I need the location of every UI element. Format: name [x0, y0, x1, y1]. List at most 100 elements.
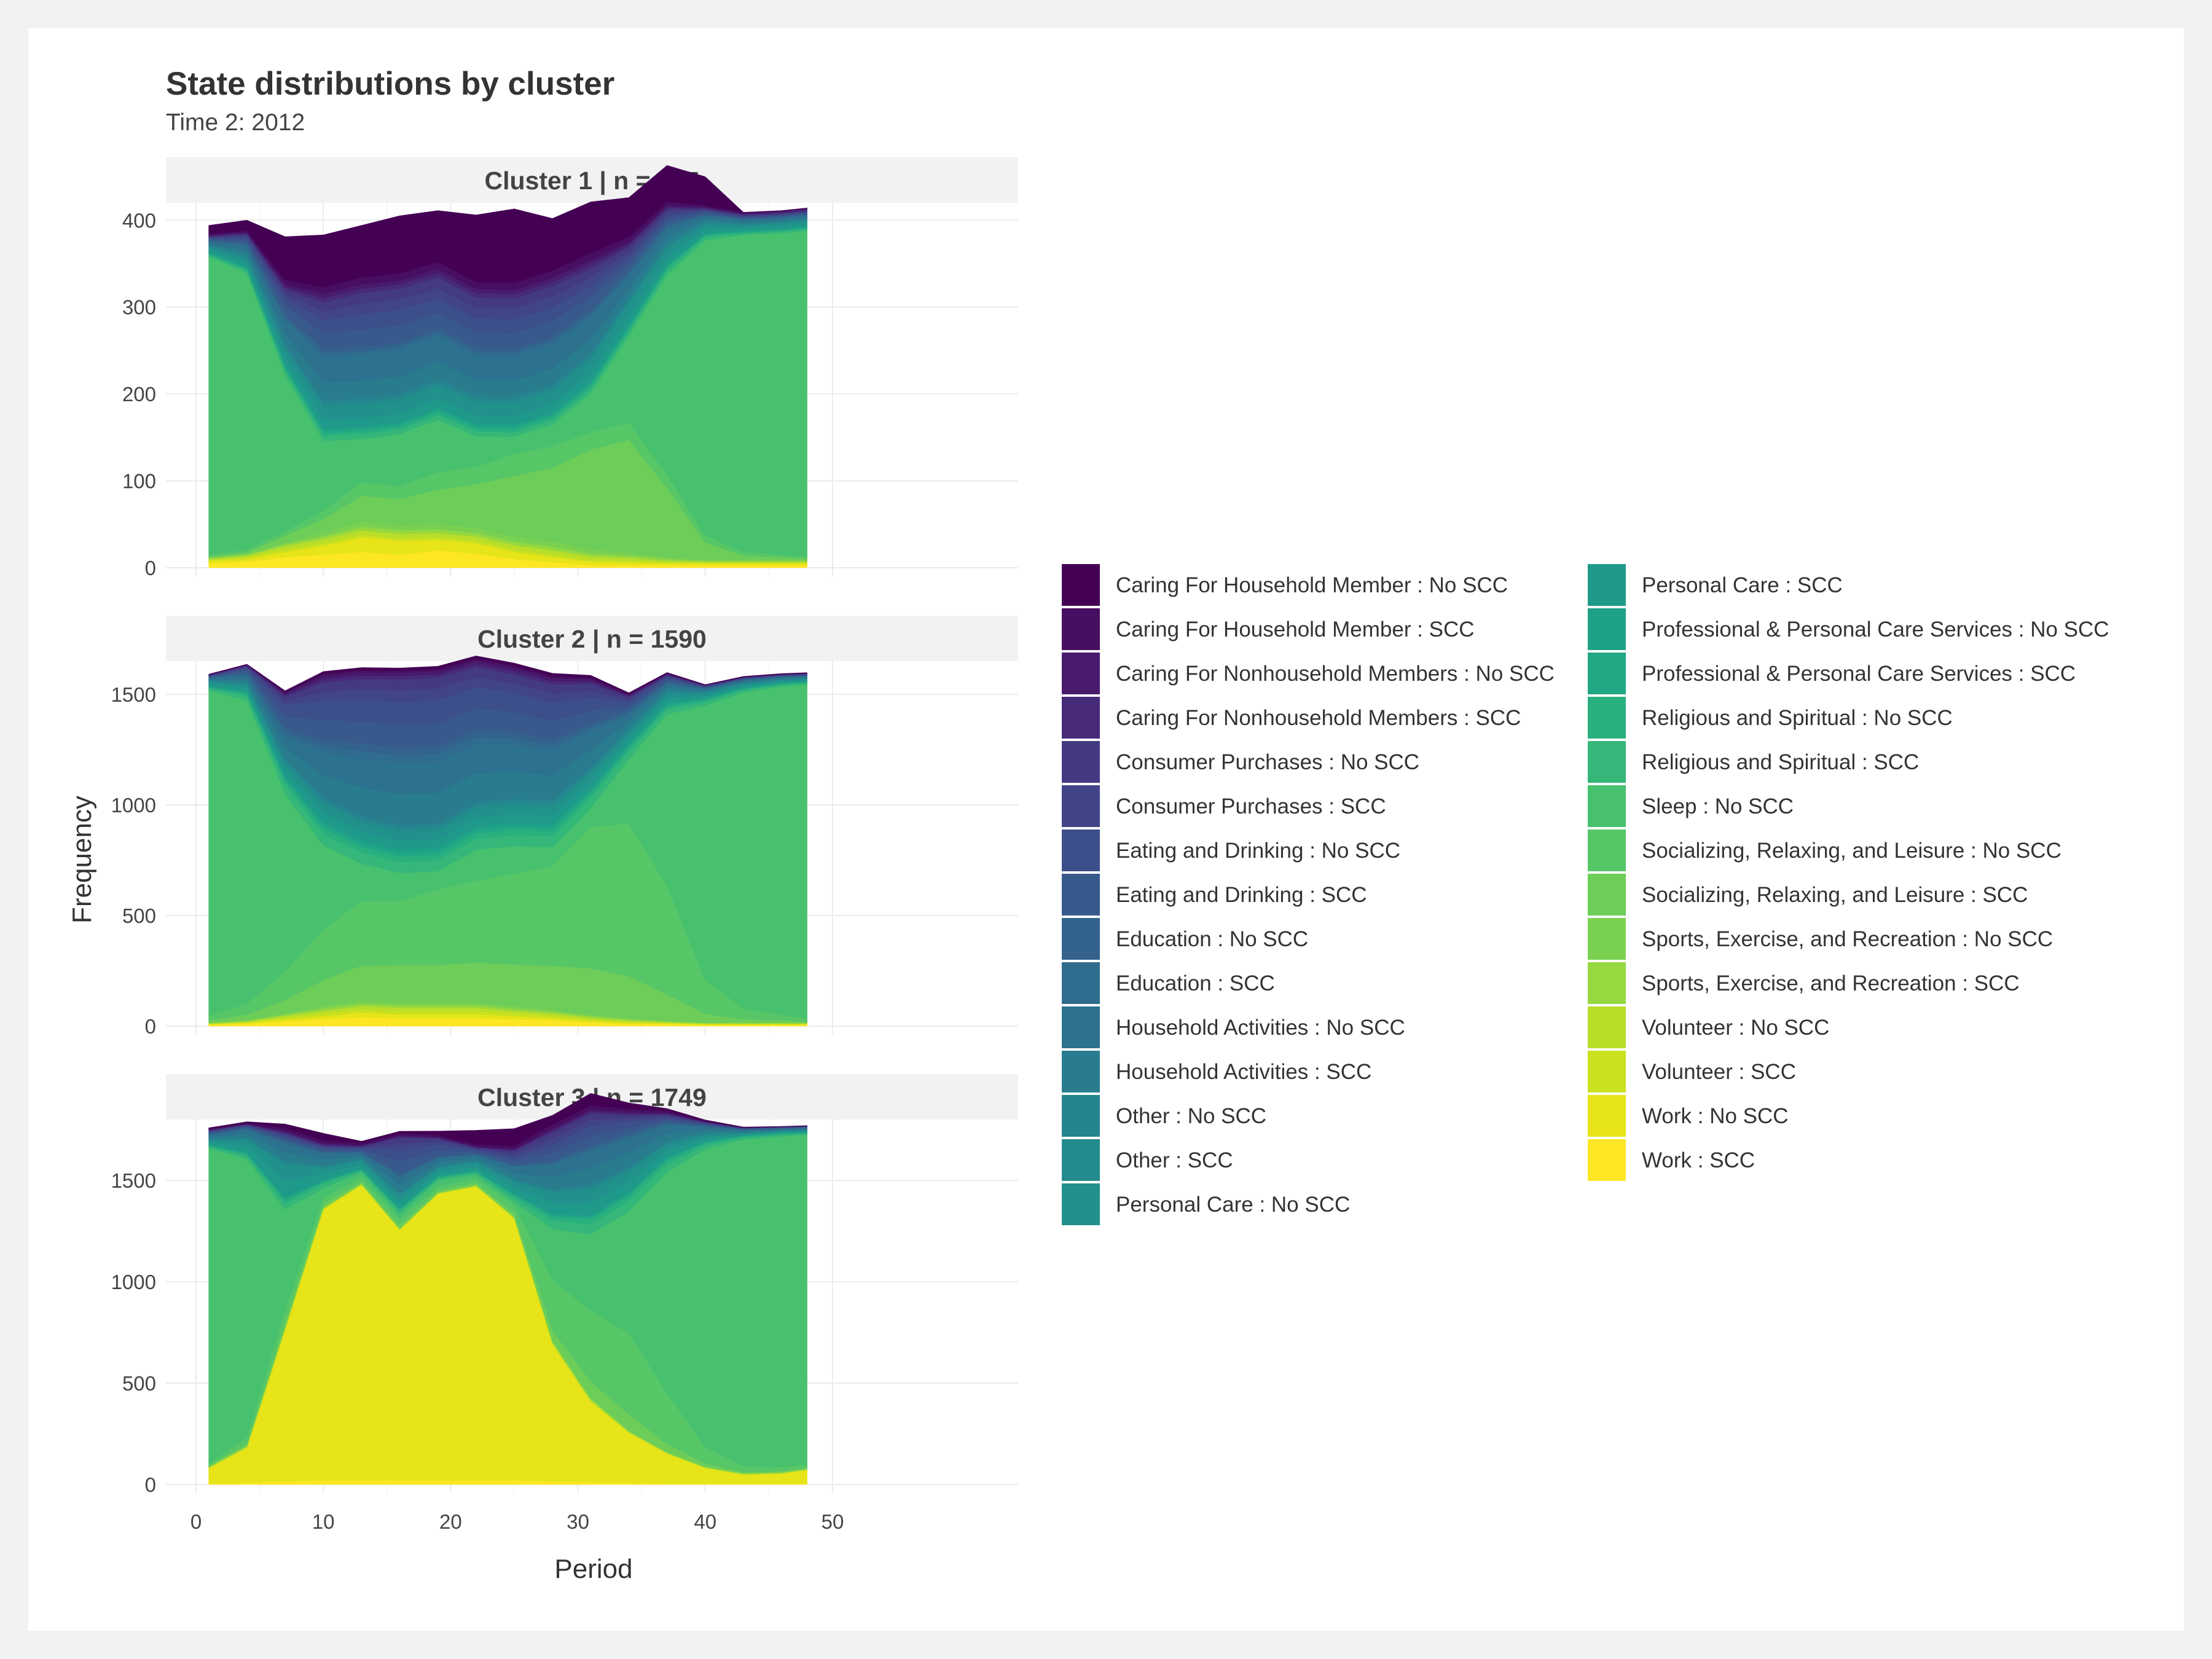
- legend-item-religious-and-spiritual-no-scc: Religious and Spiritual : No SCC: [1588, 697, 1953, 739]
- legend-label: Caring For Household Member : SCC: [1116, 618, 1475, 641]
- legend-key: [1062, 653, 1100, 694]
- legend-item-other-scc: Other : SCC: [1062, 1139, 1233, 1181]
- chart-title: State distributions by cluster: [166, 66, 614, 102]
- legend-label: Work : SCC: [1642, 1148, 1755, 1172]
- y-tick-label: 400: [122, 209, 156, 232]
- legend-label: Socializing, Relaxing, and Leisure : SCC: [1642, 883, 2028, 907]
- x-tick-label: 30: [567, 1510, 589, 1533]
- legend-key: [1062, 830, 1100, 871]
- legend-key: [1588, 741, 1626, 783]
- legend-item-religious-and-spiritual-scc: Religious and Spiritual : SCC: [1588, 741, 1919, 783]
- x-tick-label: 40: [694, 1510, 716, 1533]
- legend-label: Personal Care : SCC: [1642, 573, 1843, 597]
- y-tick-label: 200: [122, 383, 156, 406]
- legend-label: Other : SCC: [1116, 1148, 1233, 1172]
- legend-item-volunteer-scc: Volunteer : SCC: [1588, 1051, 1796, 1092]
- y-tick-label: 1000: [111, 1271, 156, 1293]
- legend-label: Caring For Nonhousehold Members : No SCC: [1116, 662, 1555, 686]
- legend-label: Education : SCC: [1116, 971, 1275, 995]
- legend-item-work-scc: Work : SCC: [1588, 1139, 1755, 1181]
- chart-panels: Cluster 1 | n = 4050100200300400Cluster …: [111, 157, 1018, 1533]
- legend-key: [1588, 608, 1626, 650]
- y-tick-label: 0: [145, 1015, 156, 1038]
- chart-subtitle: Time 2: 2012: [166, 109, 305, 136]
- y-axis-title: Frequency: [67, 796, 97, 924]
- y-tick-label: 0: [145, 1473, 156, 1496]
- legend-key: [1062, 962, 1100, 1004]
- legend-item-consumer-purchases-no-scc: Consumer Purchases : No SCC: [1062, 741, 1419, 783]
- legend-label: Sports, Exercise, and Recreation : SCC: [1642, 971, 2020, 995]
- panel-cluster-2: Cluster 2 | n = 1590 0 500 1000 1500: [111, 616, 1018, 1038]
- legend-label: Consumer Purchases : No SCC: [1116, 750, 1419, 774]
- area-caring-for-household-member-no-scc: [208, 656, 807, 694]
- legend-label: Volunteer : SCC: [1642, 1060, 1796, 1084]
- legend-key: [1062, 1006, 1100, 1048]
- legend-label: Personal Care : No SCC: [1116, 1193, 1350, 1217]
- legend-key: [1588, 874, 1626, 916]
- legend-item-education-no-scc: Education : No SCC: [1062, 918, 1308, 960]
- legend-item-volunteer-no-scc: Volunteer : No SCC: [1588, 1006, 1829, 1048]
- legend-item-sleep-no-scc: Sleep : No SCC: [1588, 785, 1794, 827]
- legend-label: Volunteer : No SCC: [1642, 1016, 1829, 1040]
- legend-key: [1062, 918, 1100, 960]
- legend-key: [1588, 1139, 1626, 1181]
- legend-item-household-activities-no-scc: Household Activities : No SCC: [1062, 1006, 1405, 1048]
- legend-item-professional-personal-care-services-scc: Professional & Personal Care Services : …: [1588, 653, 2076, 694]
- x-tick-label: 0: [190, 1510, 202, 1533]
- legend-item-other-no-scc: Other : No SCC: [1062, 1095, 1266, 1137]
- legend-item-household-activities-scc: Household Activities : SCC: [1062, 1051, 1371, 1092]
- x-tick-label: 50: [822, 1510, 844, 1533]
- legend-label: Consumer Purchases : SCC: [1116, 794, 1386, 818]
- chart-legend: Caring For Household Member : No SCC Cari…: [1062, 564, 2109, 1225]
- legend-label: Caring For Household Member : No SCC: [1116, 573, 1508, 597]
- facet-strip-label: Cluster 2 | n = 1590: [477, 625, 707, 653]
- x-axis-title: Period: [554, 1554, 632, 1584]
- legend-label: Religious and Spiritual : No SCC: [1642, 706, 1953, 730]
- legend-key: [1588, 564, 1626, 606]
- legend-key: [1062, 608, 1100, 650]
- y-tick-label: 100: [122, 470, 156, 493]
- legend-item-caring-for-nonhousehold-members-no-scc: Caring For Nonhousehold Members : No SCC: [1062, 653, 1555, 694]
- legend-item-personal-care-scc: Personal Care : SCC: [1588, 564, 1843, 606]
- legend-key: [1062, 874, 1100, 916]
- legend-item-eating-and-drinking-no-scc: Eating and Drinking : No SCC: [1062, 830, 1400, 871]
- x-tick-label: 20: [439, 1510, 462, 1533]
- legend-key: [1588, 918, 1626, 960]
- legend-item-caring-for-household-member-scc: Caring For Household Member : SCC: [1062, 608, 1475, 650]
- legend-key: [1588, 785, 1626, 827]
- y-tick-label: 1500: [111, 1169, 156, 1192]
- legend-key: [1062, 1095, 1100, 1137]
- y-tick-label: 1500: [111, 683, 156, 706]
- legend-key: [1588, 697, 1626, 739]
- legend-key: [1588, 1006, 1626, 1048]
- legend-item-socializing-relaxing-and-leisure-scc: Socializing, Relaxing, and Leisure : SCC: [1588, 874, 2028, 916]
- legend-item-sports-exercise-and-recreation-scc: Sports, Exercise, and Recreation : SCC: [1588, 962, 2020, 1004]
- legend-item-sports-exercise-and-recreation-no-scc: Sports, Exercise, and Recreation : No SC…: [1588, 918, 2053, 960]
- chart-svg: State distributions by cluster Time 2: 2…: [67, 66, 2109, 1584]
- legend-key: [1062, 1139, 1100, 1181]
- legend-item-caring-for-nonhousehold-members-scc: Caring For Nonhousehold Members : SCC: [1062, 697, 1521, 739]
- legend-key: [1588, 653, 1626, 694]
- legend-key: [1588, 1051, 1626, 1092]
- legend-label: Work : No SCC: [1642, 1104, 1789, 1128]
- x-tick-label: 10: [312, 1510, 335, 1533]
- chart-figure: State distributions by cluster Time 2: 2…: [28, 28, 2184, 1631]
- legend-item-eating-and-drinking-scc: Eating and Drinking : SCC: [1062, 874, 1367, 916]
- legend-label: Sports, Exercise, and Recreation : No SC…: [1642, 927, 2053, 951]
- legend-item-personal-care-no-scc: Personal Care : No SCC: [1062, 1183, 1350, 1225]
- legend-item-caring-for-household-member-no-scc: Caring For Household Member : No SCC: [1062, 564, 1508, 606]
- legend-key: [1588, 962, 1626, 1004]
- y-tick-label: 500: [122, 1372, 156, 1395]
- area-caring-for-household-member-no-scc: [208, 165, 807, 288]
- area-caring-for-household-member-no-scc: [208, 1093, 807, 1147]
- legend-item-consumer-purchases-scc: Consumer Purchases : SCC: [1062, 785, 1386, 827]
- y-tick-label: 300: [122, 296, 156, 319]
- legend-label: Eating and Drinking : No SCC: [1116, 839, 1400, 863]
- legend-key: [1588, 830, 1626, 871]
- legend-key: [1062, 1183, 1100, 1225]
- legend-item-work-no-scc: Work : No SCC: [1588, 1095, 1789, 1137]
- legend-label: Caring For Nonhousehold Members : SCC: [1116, 706, 1521, 730]
- legend-key: [1062, 785, 1100, 827]
- facet-strip: [166, 616, 1018, 661]
- legend-label: Eating and Drinking : SCC: [1116, 883, 1367, 907]
